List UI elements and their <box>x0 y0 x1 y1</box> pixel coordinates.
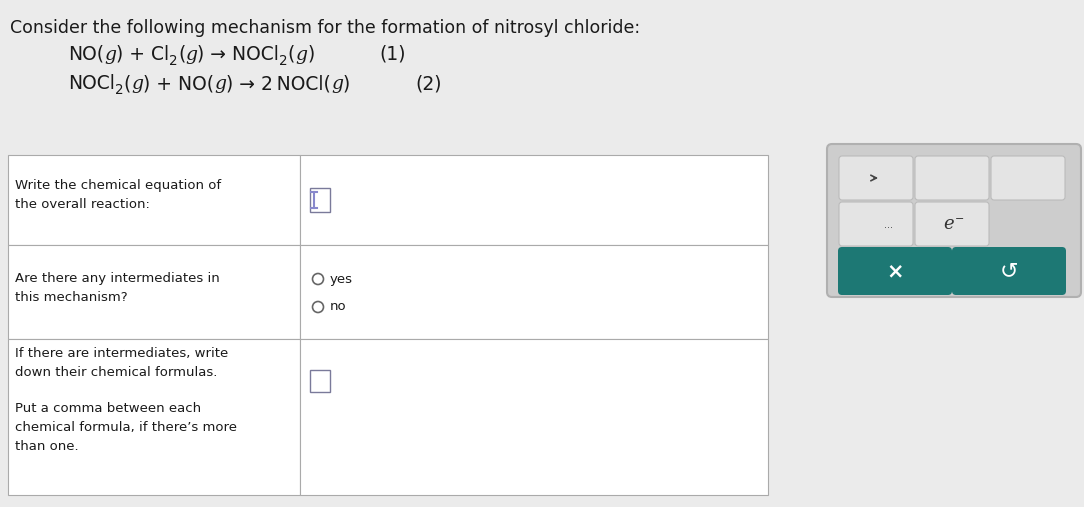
Bar <box>859 221 865 228</box>
Bar <box>8 339 300 495</box>
Text: yes: yes <box>330 272 353 285</box>
FancyBboxPatch shape <box>839 156 913 200</box>
Text: Write the chemical equation of
the overall reaction:: Write the chemical equation of the overa… <box>15 179 221 211</box>
Bar <box>8 245 300 339</box>
Bar <box>868 221 876 228</box>
Text: (1): (1) <box>379 45 405 64</box>
Text: (2): (2) <box>415 74 441 93</box>
Bar <box>300 339 767 495</box>
Text: −: − <box>955 214 965 224</box>
Text: ...: ... <box>883 220 893 230</box>
Bar <box>300 155 767 245</box>
FancyBboxPatch shape <box>838 247 952 295</box>
Bar <box>940 173 948 181</box>
Text: 2: 2 <box>279 54 287 68</box>
FancyBboxPatch shape <box>991 156 1064 200</box>
Text: ↺: ↺ <box>999 261 1018 281</box>
Text: ×: × <box>887 261 904 281</box>
Text: NO(: NO( <box>68 45 104 64</box>
Bar <box>310 188 330 212</box>
Bar <box>885 174 891 182</box>
Text: Consider the following mechanism for the formation of nitrosyl chloride:: Consider the following mechanism for the… <box>10 19 641 37</box>
Text: 2: 2 <box>169 54 178 68</box>
FancyBboxPatch shape <box>952 247 1066 295</box>
Bar <box>1033 171 1038 177</box>
FancyBboxPatch shape <box>827 144 1081 297</box>
Text: (: ( <box>287 45 295 64</box>
Text: (: ( <box>178 45 185 64</box>
Circle shape <box>312 273 323 284</box>
Text: ) → 2 NOCl(: ) → 2 NOCl( <box>225 74 331 93</box>
Bar <box>310 370 330 392</box>
Text: g: g <box>131 75 143 93</box>
Text: If there are intermediates, write
down their chemical formulas.

Put a comma bet: If there are intermediates, write down t… <box>15 347 237 453</box>
Text: g: g <box>214 75 225 93</box>
Text: NOCl: NOCl <box>68 74 115 93</box>
Circle shape <box>312 302 323 312</box>
Bar <box>1016 175 1024 183</box>
Text: ): ) <box>343 74 350 93</box>
Text: g: g <box>185 46 197 64</box>
Bar <box>957 179 963 185</box>
Text: ) + Cl: ) + Cl <box>116 45 169 64</box>
Text: 2: 2 <box>115 83 124 97</box>
Text: ) + NO(: ) + NO( <box>143 74 214 93</box>
Bar <box>300 245 767 339</box>
Text: g: g <box>104 46 116 64</box>
Text: e: e <box>944 215 954 233</box>
FancyBboxPatch shape <box>915 202 989 246</box>
FancyBboxPatch shape <box>839 202 913 246</box>
Text: g: g <box>331 75 343 93</box>
Bar <box>861 174 867 182</box>
Text: ): ) <box>307 45 314 64</box>
Text: (: ( <box>124 74 131 93</box>
Text: Are there any intermediates in
this mechanism?: Are there any intermediates in this mech… <box>15 272 220 304</box>
Text: no: no <box>330 301 347 313</box>
Text: g: g <box>295 46 307 64</box>
FancyBboxPatch shape <box>915 156 989 200</box>
Text: ) → NOCl: ) → NOCl <box>197 45 279 64</box>
Bar <box>8 155 300 245</box>
